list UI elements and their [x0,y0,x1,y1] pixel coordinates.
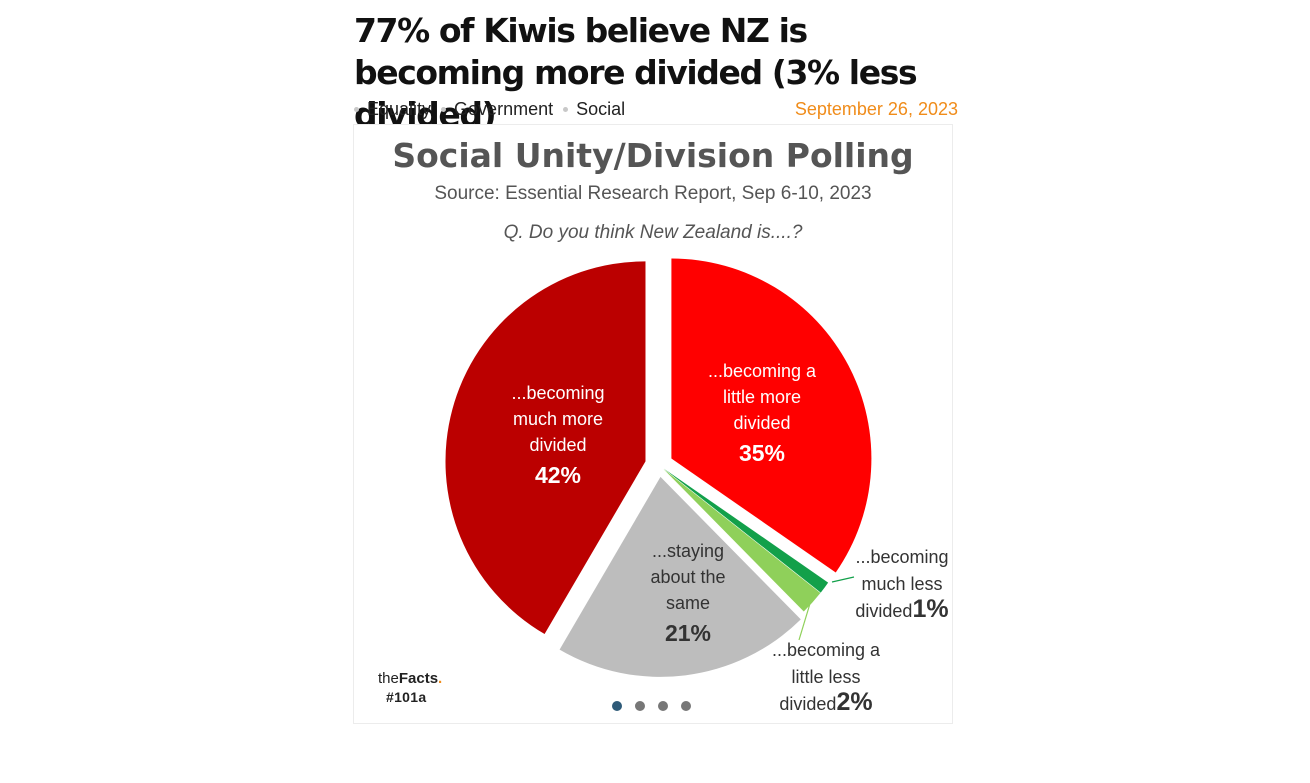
brand-dot: . [438,670,443,687]
tag-list: Equality Government Social [354,99,635,120]
chart-subtitle: Source: Essential Research Report, Sep 6… [434,183,871,204]
pie-slice [671,258,872,573]
slice-label: ...staying about the same 21% [650,541,725,646]
slice-value-label: 2% [836,688,872,716]
tag-equality[interactable]: Equality [354,99,431,120]
brand-code: #101a [386,689,427,705]
slice-value-label: 21% [665,620,711,646]
carousel-dot[interactable] [612,701,622,711]
bullet-icon [563,106,569,112]
tag-label: Government [454,98,554,119]
chart-question: Q. Do you think New Zealand is....? [504,222,803,243]
tag-label: Social [576,98,626,119]
pie-slice [445,261,646,635]
carousel-dots [612,700,704,712]
leader-line [798,596,813,641]
article-headline: 77% of Kiwis believe NZ is becoming more… [354,11,918,134]
tag-label: Equality [367,98,432,119]
bullet-icon [354,106,359,112]
tag-social[interactable]: Social [563,99,625,120]
pie-slice [663,469,821,612]
slice-value-label: 35% [739,440,785,466]
brand-name-light: the [378,670,399,687]
carousel-dot[interactable] [658,701,668,711]
slice-value-label: 42% [535,462,581,488]
carousel-dot[interactable] [635,701,645,711]
slice-value-label: 1% [912,595,948,623]
slice-label: ...becoming much less divided1% [855,547,948,623]
article-meta: Equality Government Social September 26,… [354,97,958,121]
slice-label: ...becoming much more divided 42% [511,383,604,488]
publish-date: September 26, 2023 [794,98,958,119]
chart-title: Social Unity/Division Polling [392,136,913,175]
chart-figure: Social Unity/Division Polling Source: Es… [353,124,953,724]
brand-name-bold: Facts [398,670,439,687]
bullet-icon [441,106,447,112]
pie-chart: Social Unity/Division Polling Source: Es… [392,136,948,716]
slice-label: ...becoming a little less divided2% [772,640,881,716]
pie-slice [559,476,801,677]
slice-label: ...becoming a little more divided 35% [708,361,817,466]
leader-line [831,576,855,583]
brand-logo: theFacts. #101a [378,670,468,706]
tag-government[interactable]: Government [441,99,553,120]
pie-slice [663,468,829,593]
carousel-dot[interactable] [681,701,691,711]
